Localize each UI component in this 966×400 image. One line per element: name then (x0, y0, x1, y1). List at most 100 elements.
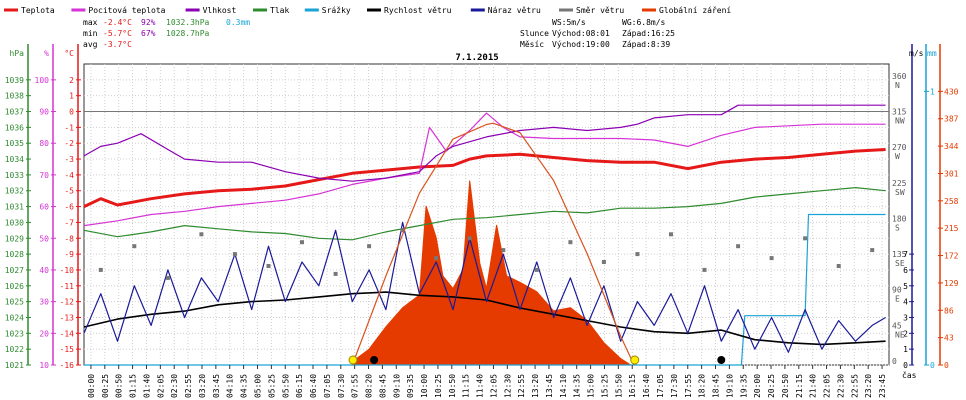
axis-tick-label-pressure: 1025 (5, 298, 24, 307)
axis-tick-label-pressure: 1022 (5, 345, 24, 354)
x-axis-tick-label: 12:30 (503, 374, 512, 398)
wind-direction-point (232, 252, 237, 257)
axis-tick-label-temperature: -7 (64, 218, 74, 227)
axis-tick-label-radiation: 387 (944, 115, 959, 124)
x-axis-tick-label: 10:25 (434, 374, 443, 398)
axis-tick-label-humidity: 50 (39, 234, 49, 243)
stat-max-hum: 92% (141, 18, 156, 27)
x-axis-tick-label: 13:45 (545, 374, 554, 398)
stat-wg: WG:6.8m/s (622, 18, 666, 27)
x-axis-tick-label: 04:10 (226, 374, 235, 398)
x-axis-tick-label: 08:20 (365, 374, 374, 398)
axis-tick-label-temperature: -8 (64, 234, 74, 243)
axis-unit-wind-speed: m/s (909, 49, 924, 58)
stat-min-temp: -5.7°C (103, 29, 132, 38)
wind-dir-tick-label: 180 (892, 214, 907, 223)
x-axis-tick-label: 00:25 (101, 374, 110, 398)
x-axis-tick-label: 20:25 (767, 374, 776, 398)
legend-label: Rychlost větru (384, 6, 452, 15)
x-axis-tick-label: 02:05 (156, 374, 165, 398)
wind-dir-tick-label: 45 (892, 321, 902, 330)
axis-tick-label-wind-speed: 4 (903, 298, 908, 307)
x-axis-tick-label: 11:40 (476, 374, 485, 398)
wind-dir-compass-label: SW (895, 188, 905, 197)
axis-unit-rain: mm (927, 49, 937, 58)
wind-dir-tick-label: 360 (892, 72, 907, 81)
axis-tick-label-rain: 0 (930, 361, 935, 370)
x-axis-tick-label: 03:45 (212, 374, 221, 398)
x-axis-tick-label: 18:45 (712, 374, 721, 398)
wind-direction-point (669, 232, 673, 237)
axis-tick-label-temperature: -13 (60, 313, 75, 322)
x-axis-tick-label: 08:45 (378, 374, 387, 398)
axis-tick-label-temperature: -9 (64, 250, 74, 259)
axis-tick-label-humidity: 10 (39, 361, 49, 370)
axis-tick-label-pressure: 1032 (5, 187, 24, 196)
x-axis-tick-label: 05:25 (267, 374, 276, 398)
stat-sun-rise: Východ:08:01 (552, 29, 610, 38)
x-axis-tick-label: 07:30 (337, 374, 346, 398)
stat-moon-label: Měsíc (520, 40, 544, 49)
stat-min-hum: 67% (141, 29, 156, 38)
x-axis-tick-label: 00:50 (115, 374, 124, 398)
wind-dir-compass-label: NE (895, 330, 905, 339)
axis-tick-label-radiation: 129 (944, 279, 959, 288)
legend-label: Teplota (21, 6, 55, 15)
axis-tick-label-temperature: -14 (60, 329, 75, 338)
x-axis-tick-label: 20:00 (753, 374, 762, 398)
x-axis-tick-label: 12:55 (517, 374, 526, 398)
moonrise-icon (717, 356, 726, 364)
stat-avg-temp: -3.7°C (103, 40, 132, 49)
wind-dir-compass-label: W (895, 152, 900, 161)
x-axis-tick-label: 14:35 (573, 374, 582, 398)
axis-unit-temperature: °C (64, 49, 74, 58)
x-axis-tick-label: 10:50 (448, 374, 457, 398)
wind-direction-point (467, 236, 472, 241)
axis-tick-label-pressure: 1021 (5, 361, 24, 370)
axis-tick-label-radiation: 0 (944, 361, 949, 370)
x-axis-tick-label: 17:05 (656, 374, 665, 398)
axis-tick-label-temperature: -6 (64, 203, 74, 212)
axis-tick-label-wind-speed: 3 (903, 313, 908, 322)
wind-direction-point (199, 232, 204, 237)
legend-label: Směr větru (576, 6, 624, 15)
axis-tick-label-pressure: 1023 (5, 329, 24, 338)
axis-unit-humidity: % (44, 49, 49, 58)
axis-tick-label-temperature: -3 (64, 155, 74, 164)
x-axis-tick-label: 05:00 (253, 374, 262, 398)
x-axis-tick-label: 02:55 (184, 374, 193, 398)
series-line-tlak (83, 187, 886, 241)
stat-moon-rise: Východ:19:00 (552, 40, 610, 49)
x-axis-tick-label: 03:20 (198, 374, 207, 398)
x-axis-tick-label: 21:40 (809, 374, 818, 398)
stat-max-rain: 0.3mm (226, 18, 250, 27)
x-axis-tick-label: 07:05 (323, 374, 332, 398)
axis-tick-label-wind-speed: 7 (903, 250, 908, 259)
x-axis-tick-label: 17:55 (684, 374, 693, 398)
wind-direction-point (501, 248, 506, 253)
stat-min-label: min (83, 29, 98, 38)
wind-dir-tick-label: 0 (892, 357, 897, 366)
wind-dir-compass-label: NW (895, 116, 905, 125)
legend-label: Srážky (322, 6, 351, 15)
wind-direction-point (165, 275, 170, 280)
series-line-naraz-vetru (83, 221, 886, 353)
wind-direction-point (769, 256, 774, 261)
axis-tick-label-radiation: 43 (944, 334, 954, 343)
x-axis-tick-label: 04:35 (240, 374, 249, 398)
x-axis-tick-label: 12:05 (489, 374, 498, 398)
axis-tick-label-humidity: 20 (39, 329, 49, 338)
axis-tick-label-radiation: 344 (944, 142, 959, 151)
wind-direction-point (736, 244, 741, 249)
stat-min-press: 1028.7hPa (166, 29, 210, 38)
x-axis-tick-label: 22:05 (823, 374, 832, 398)
wind-direction-point (333, 271, 338, 276)
wind-direction-point (803, 236, 808, 241)
axis-tick-label-pressure: 1026 (5, 282, 24, 291)
x-axis-tick-label: 22:55 (850, 374, 859, 398)
x-axis-label: čas (902, 370, 917, 380)
x-axis-tick-label: 07:55 (351, 374, 360, 398)
wind-direction-point (568, 240, 573, 245)
x-axis-tick-label: 14:10 (559, 374, 568, 398)
axis-tick-label-temperature: -16 (60, 361, 75, 370)
